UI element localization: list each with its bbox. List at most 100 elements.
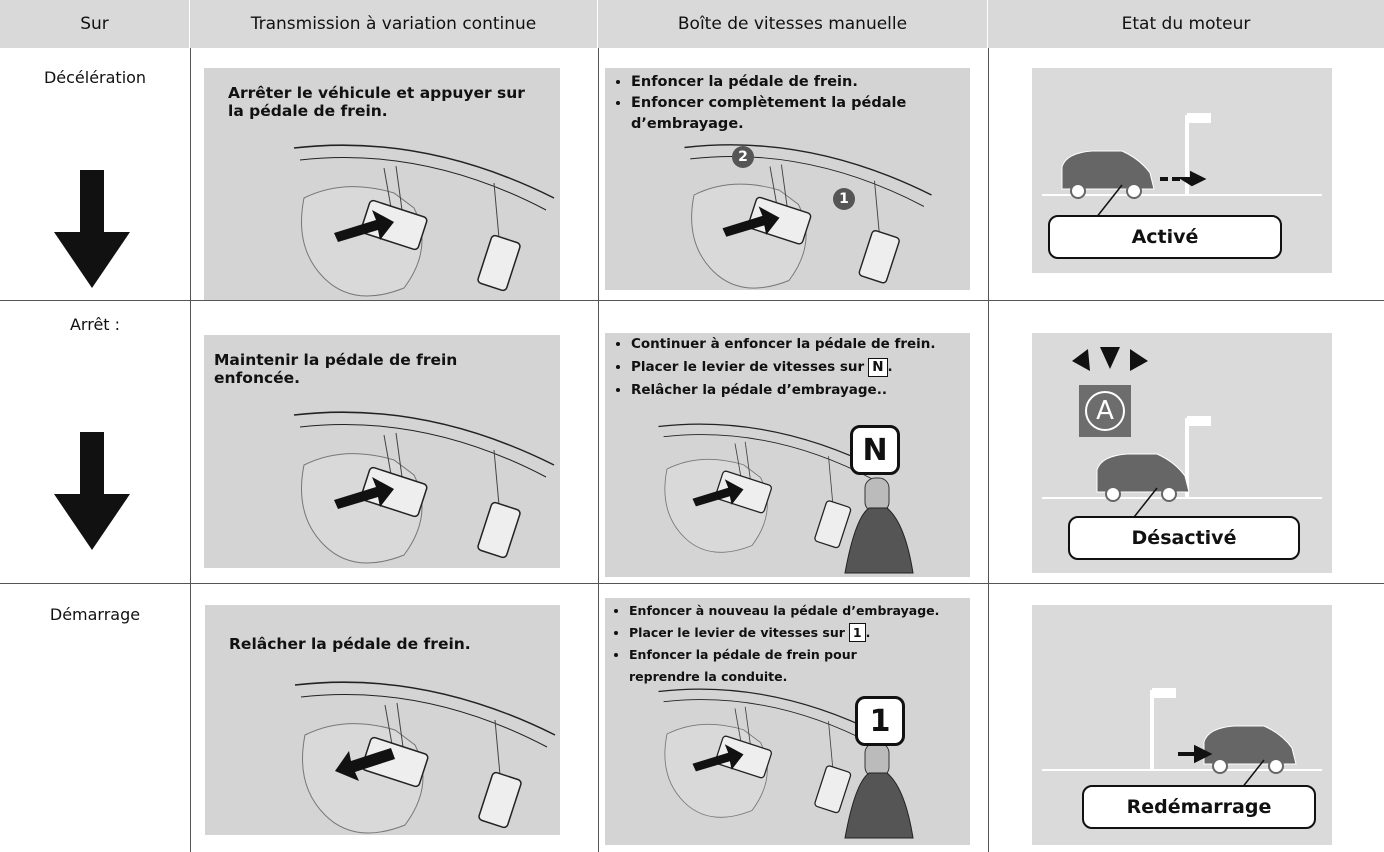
divider [190,48,191,852]
dash-line [663,434,873,480]
step-marker: 2 [732,146,754,168]
wheel [1126,183,1142,199]
brake-pedal [361,736,429,788]
dash-line [300,693,548,748]
dash-line [658,688,880,735]
step-marker: 1 [833,188,855,210]
push-arrow [335,748,395,781]
brake-pedal [715,470,772,514]
stage-label: Démarrage [49,605,141,624]
gear-label: 1 [855,696,905,746]
bullet-text: Placer le levier de vitesses sur [629,625,845,640]
pedals [293,411,555,564]
engine-panel: Activé [1032,68,1332,273]
accelerator [814,765,852,814]
accelerator [858,230,900,284]
bullet: Relâcher la pédale d’embrayage.. [631,379,964,402]
auto-stop-indicator: A [1079,385,1131,437]
down-arrow [54,432,130,550]
wheel [1070,183,1086,199]
shifter [844,477,914,574]
accelerator [478,771,522,829]
indicator-text: A [1085,391,1125,431]
stage-label: Décélération [43,68,147,87]
bullet: Enfoncer complètement la pédale d’embray… [631,93,960,135]
bullet: Enfoncer à nouveau la pédale d’embrayage… [629,600,966,622]
brake-pedal [715,735,772,779]
scene-illustration [1042,688,1322,799]
brake-pedal [747,196,812,245]
pedals [293,144,555,297]
car [1203,725,1297,765]
engine-panel: A Désactivé [1032,333,1332,573]
push-arrow [692,479,744,507]
stage-label: Arrêt : [69,315,121,334]
dash-line [293,144,555,199]
pedals [294,681,556,834]
motion-arrow [1160,170,1207,187]
dash-line [299,156,547,211]
cvt-panel: Relâcher la pédale de frein. [205,605,560,835]
bullet: Enfoncer la pédale de frein. [631,72,960,93]
dash-line [663,699,873,745]
wheel [1268,758,1284,774]
car [1096,453,1190,493]
pedals [684,144,932,289]
gear-key: N [868,358,888,377]
state-callout: Redémarrage [1082,785,1316,829]
dash-line [684,144,932,196]
pedal-illustration [658,423,914,574]
wheel [1105,486,1121,502]
header-cell: Etat du moteur [988,0,1384,48]
wheel [1212,758,1228,774]
state-callout: Activé [1048,215,1282,259]
header-cell: Sur [0,0,190,48]
gear-label: N [850,425,900,475]
cvt-panel: Arrêter le véhicule et appuyer sur la pé… [204,68,560,300]
blink-marks [1072,347,1148,371]
pedal-arm [874,180,880,234]
bullet-text: . [887,359,893,375]
push-arrow [334,477,394,509]
bullet-list: Enfoncer la pédale de frein. Enfoncer co… [615,72,960,135]
divider [598,48,599,852]
car [1061,150,1155,190]
header-cell: Boîte de vitesses manuelle [598,0,988,48]
pedal-arm [494,719,501,776]
accelerator [814,500,852,549]
accelerator [477,501,521,559]
scene-illustration [1042,416,1322,527]
bullet-text: . [865,625,871,640]
bullet: Enfoncer la pédale de frein pour reprend… [629,644,859,688]
dash-line [299,423,547,478]
pedal-illustration [293,144,555,297]
dash-line [690,156,925,207]
pedal-illustration [294,681,556,834]
bullet-list: Continuer à enfoncer la pédale de frein.… [615,333,964,402]
traffic-light [1152,688,1176,698]
push-arrow [692,744,744,772]
push-arrow [722,206,780,237]
pedal-arm [493,449,500,506]
accelerator [477,234,521,292]
manual-panel: Enfoncer la pédale de frein. Enfoncer co… [605,68,970,290]
pedals [658,423,880,553]
pedal-arm [493,182,500,239]
gear-key: 1 [848,623,866,642]
pedals [658,688,880,818]
down-arrow [54,170,130,288]
brake-pedal [360,199,428,251]
cvt-panel: Maintenir la pédale de frein enfoncée. [204,335,560,568]
knob [864,477,890,513]
scene-illustration [1042,113,1322,224]
pedal-illustration [293,411,555,564]
wheel [1161,486,1177,502]
brake-pedal [360,466,428,518]
instruction: Arrêter le véhicule et appuyer sur la pé… [228,84,525,120]
pedal-arm [828,456,834,504]
bullet-list: Enfoncer à nouveau la pédale d’embrayage… [613,600,966,688]
pedal-arm [828,721,834,769]
traffic-light [1187,113,1211,123]
